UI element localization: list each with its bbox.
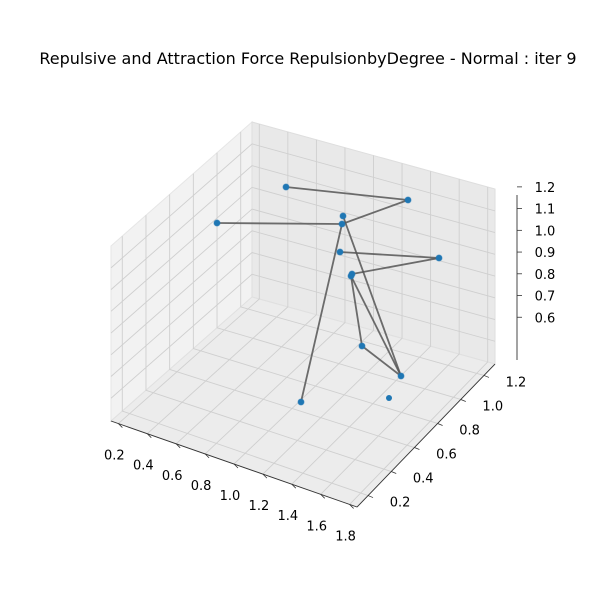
y-tick-mark [414, 447, 420, 450]
z-gridline [110, 143, 496, 269]
y-tick-label: 0.8 [459, 423, 480, 438]
graph-edges [216, 186, 440, 403]
graph-node [338, 220, 346, 228]
y-gridline [192, 173, 438, 424]
graph-node [297, 398, 305, 406]
y-tick-mark [483, 375, 490, 378]
y-axis-line [356, 363, 496, 508]
y-tick-label: 0.4 [413, 472, 434, 487]
graph-node [404, 196, 412, 204]
x-tick-label: 1.0 [220, 489, 241, 504]
x-gridline [146, 131, 289, 435]
graph-nodes [213, 183, 443, 406]
y-tick-label: 0.2 [390, 496, 411, 511]
graph-node [435, 254, 443, 262]
graph-edge [350, 275, 402, 377]
x-tick-mark [147, 433, 152, 438]
z-gridline [110, 230, 496, 356]
graph-edge [300, 223, 343, 403]
graph-node [213, 219, 221, 227]
x-gridline [204, 147, 346, 455]
y-tick-label: 1.2 [506, 375, 527, 390]
z-gridline [110, 252, 496, 377]
y-gridline [216, 152, 461, 400]
z-gridline [110, 165, 496, 290]
graph-edge [361, 345, 402, 377]
x-gridline [262, 163, 403, 475]
z-tick-label: 1.2 [535, 181, 556, 196]
x-gridline [320, 179, 460, 495]
x-tick-mark [320, 494, 325, 499]
x-tick-label: 1.8 [335, 529, 356, 544]
z-tick-label: 0.8 [535, 268, 556, 283]
x-tick-mark [233, 463, 239, 469]
graph-edge [350, 275, 363, 347]
x-gridline [233, 155, 374, 465]
chart-title: Repulsive and Attraction Force Repulsion… [39, 49, 576, 68]
graph-edge [351, 257, 440, 275]
graph-edge [342, 215, 402, 377]
y-tick-mark [367, 495, 374, 498]
y-gridline [121, 236, 369, 496]
x-tick-label: 0.6 [162, 469, 183, 484]
x-tick-label: 0.2 [104, 449, 125, 464]
y-tick-mark [391, 471, 397, 474]
z-tick-label: 0.7 [535, 290, 556, 305]
graph-node [282, 183, 290, 191]
graph-node [358, 342, 366, 350]
graph-node [336, 248, 344, 256]
x-tick-mark [204, 453, 210, 459]
x-tick-mark [349, 504, 354, 509]
x-tick-label: 1.6 [306, 519, 327, 534]
x-tick-label: 1.4 [277, 509, 298, 524]
tick-labels: 0.20.40.60.81.01.21.41.61.80.20.40.60.81… [104, 181, 555, 545]
z-tick-label: 1.0 [535, 224, 556, 239]
graph-node [339, 212, 347, 220]
y-gridline [169, 194, 415, 448]
y-tick-mark [437, 423, 443, 426]
x-gridline [175, 139, 317, 445]
grid-lines [110, 124, 496, 505]
graph-node [397, 372, 405, 380]
x-tick-mark [175, 443, 181, 449]
y-tick-label: 0.6 [436, 448, 457, 463]
graph-edge [285, 186, 409, 201]
x-gridline [349, 186, 489, 505]
x-gridline [291, 171, 432, 485]
x-gridline [118, 124, 260, 424]
y-gridline [240, 131, 485, 376]
graph-edge [341, 199, 409, 225]
z-tick-label: 1.1 [535, 203, 556, 218]
x-tick-label: 0.8 [191, 479, 212, 494]
axis-lines [110, 186, 522, 509]
y-gridline [145, 215, 392, 472]
z-gridline [110, 273, 496, 399]
x-tick-label: 1.2 [249, 499, 270, 514]
x-tick-mark [291, 483, 297, 489]
x-tick-label: 0.4 [133, 459, 154, 474]
z-gridline [110, 186, 496, 312]
y-tick-mark [460, 399, 466, 402]
x-tick-mark [262, 473, 268, 479]
graph-node [347, 272, 355, 280]
z-gridline [110, 208, 496, 334]
graph-node [386, 395, 392, 401]
graph-edge [216, 222, 343, 225]
z-tick-label: 0.9 [535, 246, 556, 261]
x-tick-mark [118, 423, 123, 428]
z-tick-label: 0.6 [535, 311, 556, 326]
y-tick-label: 1.0 [482, 399, 503, 414]
